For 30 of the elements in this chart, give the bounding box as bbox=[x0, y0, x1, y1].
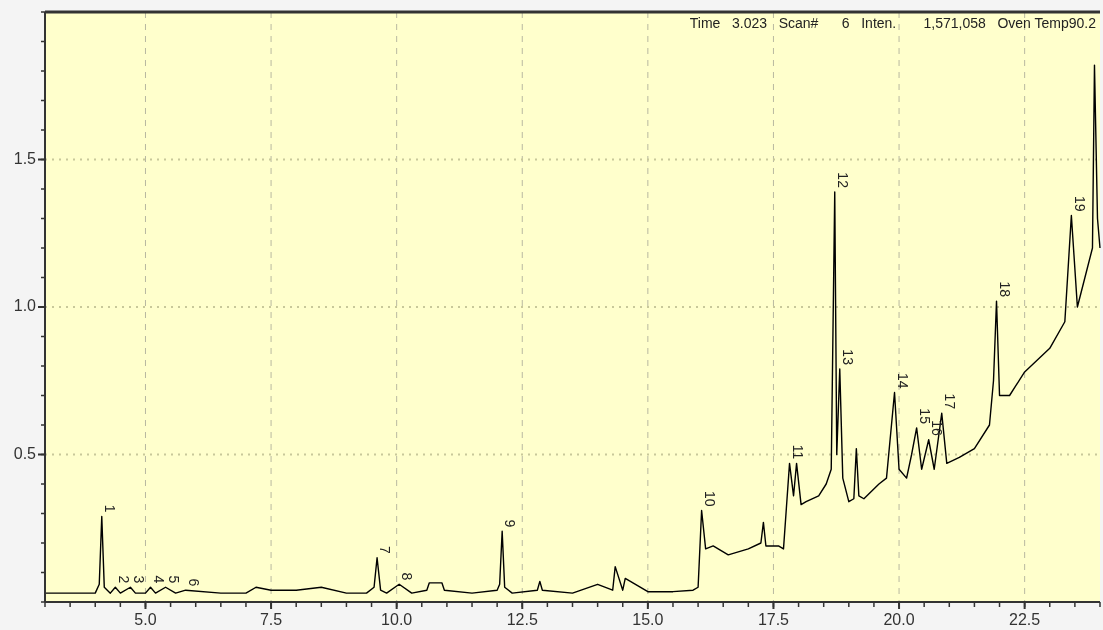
annotation: 9 bbox=[502, 519, 519, 528]
y-tick-label: 1.5 bbox=[13, 149, 37, 167]
x-tick-label: 7.5 bbox=[259, 611, 283, 628]
annotation: 14 bbox=[894, 372, 911, 389]
annotation: 13 bbox=[840, 349, 857, 366]
x-tick-label: 10.0 bbox=[381, 611, 413, 628]
x-tick-label: 12.5 bbox=[506, 611, 538, 628]
y-tick-label: 0.5 bbox=[13, 444, 37, 462]
x-tick-label: 20.0 bbox=[883, 611, 915, 628]
annotation: 7 bbox=[377, 545, 394, 554]
x-tick-label: 22.5 bbox=[1009, 611, 1041, 628]
annotation: 17 bbox=[942, 393, 959, 410]
x-tick-label: 17.5 bbox=[757, 611, 790, 628]
y-tick-label: 1.0 bbox=[13, 297, 37, 315]
annotation: 6 bbox=[185, 578, 202, 587]
x-tick-label: 15.0 bbox=[632, 611, 664, 628]
annotation: 10 bbox=[701, 490, 718, 507]
annotation: 18 bbox=[996, 281, 1013, 298]
line-series bbox=[44, 64, 1101, 594]
annotation: 12 bbox=[835, 172, 852, 189]
annotation: 11 bbox=[789, 444, 806, 460]
x-tick-label: 5.0 bbox=[134, 611, 157, 628]
annotation: 3 bbox=[130, 575, 147, 584]
annotation: 5 bbox=[165, 575, 182, 584]
annotation: 8 bbox=[399, 572, 416, 581]
annotation: 1 bbox=[102, 504, 119, 513]
annotation: 2 bbox=[115, 575, 132, 584]
annotation: 19 bbox=[1071, 195, 1088, 212]
annotation: Time 3.023 Scan# 6 Inten. 1,571,058 Oven Temp90.2 bbox=[689, 15, 1097, 31]
annotation: 4 bbox=[150, 575, 167, 584]
